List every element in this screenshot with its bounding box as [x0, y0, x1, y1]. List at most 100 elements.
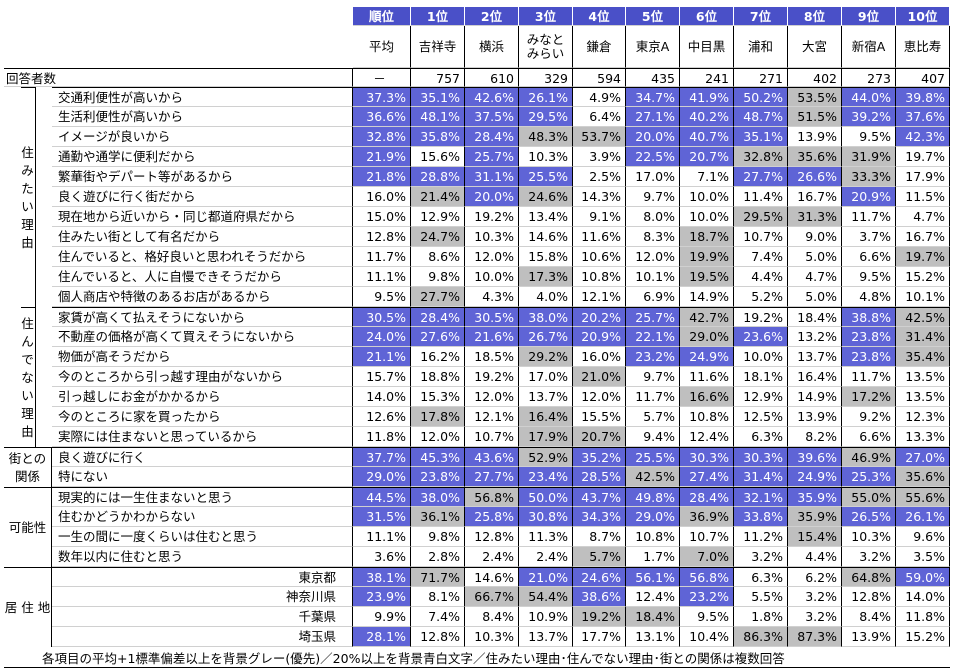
value-cell: 5.7%: [626, 407, 680, 427]
value-cell: 28.4%: [411, 307, 465, 327]
value-cell: 13.3%: [896, 427, 950, 447]
value-cell: 2.8%: [411, 547, 465, 567]
value-cell: 11.2%: [734, 527, 788, 547]
city-header: 新宿A: [842, 26, 896, 68]
value-cell: 39.2%: [842, 107, 896, 127]
value-cell: 17.0%: [519, 367, 573, 387]
value-cell: 3.2%: [734, 547, 788, 567]
value-cell: 15.4%: [788, 527, 842, 547]
value-cell: 35.6%: [788, 147, 842, 167]
row-label: 引っ越しにお金がかかるから: [52, 387, 353, 407]
value-cell: 15.2%: [896, 267, 950, 287]
value-cell: 42.5%: [626, 467, 680, 487]
value-cell: 28.4%: [465, 127, 519, 147]
value-cell: 18.7%: [680, 227, 734, 247]
value-cell: 23.2%: [680, 587, 734, 607]
average-value: 15.7%: [353, 367, 411, 387]
value-cell: 8.4%: [465, 607, 519, 627]
value-cell: 3.7%: [842, 227, 896, 247]
value-cell: 20.9%: [573, 327, 626, 347]
value-cell: 14.6%: [465, 567, 519, 587]
value-cell: 48.7%: [734, 107, 788, 127]
value-cell: 12.8%: [465, 527, 519, 547]
row-label: 家賃が高くて払えそうにないから: [52, 307, 353, 327]
value-cell: 14.9%: [680, 287, 734, 307]
value-cell: 9.8%: [411, 267, 465, 287]
value-cell: 10.7%: [734, 227, 788, 247]
value-cell: 52.9%: [519, 447, 573, 467]
value-cell: 18.5%: [465, 347, 519, 367]
value-cell: 23.2%: [626, 347, 680, 367]
value-cell: 9.5%: [680, 607, 734, 627]
respondents-count: 329: [519, 68, 573, 87]
value-cell: 30.3%: [680, 447, 734, 467]
value-cell: 11.6%: [573, 227, 626, 247]
value-cell: 29.5%: [734, 207, 788, 227]
respondents-count: 273: [842, 68, 896, 87]
value-cell: 33.8%: [734, 507, 788, 527]
value-cell: 34.7%: [626, 87, 680, 107]
value-cell: 35.9%: [788, 487, 842, 507]
value-cell: 50.2%: [734, 87, 788, 107]
value-cell: 6.4%: [573, 107, 626, 127]
value-cell: 11.7%: [626, 387, 680, 407]
row-label: 今のところから引っ越す理由がないから: [52, 367, 353, 387]
value-cell: 13.1%: [626, 627, 680, 647]
value-cell: 19.2%: [465, 367, 519, 387]
value-cell: 55.0%: [842, 487, 896, 507]
value-cell: 10.0%: [465, 267, 519, 287]
value-cell: 16.4%: [519, 407, 573, 427]
value-cell: 35.6%: [896, 467, 950, 487]
value-cell: 17.2%: [842, 387, 896, 407]
value-cell: 12.4%: [626, 587, 680, 607]
rank-header: 6位: [680, 7, 734, 26]
value-cell: 5.0%: [788, 287, 842, 307]
city-header: 恵比寿: [896, 26, 950, 68]
value-cell: 45.3%: [411, 447, 465, 467]
average-value: 12.6%: [353, 407, 411, 427]
row-label: 特にない: [52, 467, 353, 487]
value-cell: 16.2%: [411, 347, 465, 367]
value-cell: 9.2%: [842, 407, 896, 427]
value-cell: 25.8%: [465, 507, 519, 527]
value-cell: 10.3%: [465, 227, 519, 247]
value-cell: 10.3%: [519, 147, 573, 167]
value-cell: 31.1%: [465, 167, 519, 187]
row-label: 交通利便性が高いから: [52, 87, 353, 107]
value-cell: 15.6%: [411, 147, 465, 167]
average-value: 14.0%: [353, 387, 411, 407]
value-cell: 11.8%: [896, 607, 950, 627]
rank-header: 1位: [411, 7, 465, 26]
value-cell: 53.5%: [788, 87, 842, 107]
value-cell: 10.0%: [734, 347, 788, 367]
value-cell: 51.5%: [788, 107, 842, 127]
value-cell: 32.1%: [734, 487, 788, 507]
value-cell: 35.8%: [411, 127, 465, 147]
value-cell: 10.4%: [680, 627, 734, 647]
value-cell: 5.5%: [734, 587, 788, 607]
average-value: 32.8%: [353, 127, 411, 147]
value-cell: 10.9%: [519, 607, 573, 627]
value-cell: 20.0%: [465, 187, 519, 207]
value-cell: 2.5%: [573, 167, 626, 187]
value-cell: 17.8%: [411, 407, 465, 427]
rank-header: 9位: [842, 7, 896, 26]
value-cell: 20.2%: [573, 307, 626, 327]
value-cell: 32.8%: [734, 147, 788, 167]
respondents-avg: －: [353, 68, 411, 87]
value-cell: 10.8%: [573, 267, 626, 287]
value-cell: 10.1%: [896, 287, 950, 307]
value-cell: 35.4%: [896, 347, 950, 367]
value-cell: 19.9%: [680, 247, 734, 267]
section-title: 可能性: [4, 487, 52, 567]
value-cell: 8.4%: [842, 607, 896, 627]
value-cell: 12.0%: [465, 387, 519, 407]
value-cell: 26.7%: [519, 327, 573, 347]
value-cell: 23.8%: [842, 347, 896, 367]
value-cell: 13.2%: [788, 327, 842, 347]
value-cell: 14.0%: [896, 587, 950, 607]
value-cell: 31.4%: [734, 467, 788, 487]
city-header: 鎌倉: [573, 26, 626, 68]
survey-table: 順位 1位 2位 3位 4位 5位 6位 7位 8位 9位 10位 平均 吉祥寺 横浜 みなと みらい 鎌倉東…: [4, 7, 950, 668]
value-cell: 4.4%: [788, 547, 842, 567]
